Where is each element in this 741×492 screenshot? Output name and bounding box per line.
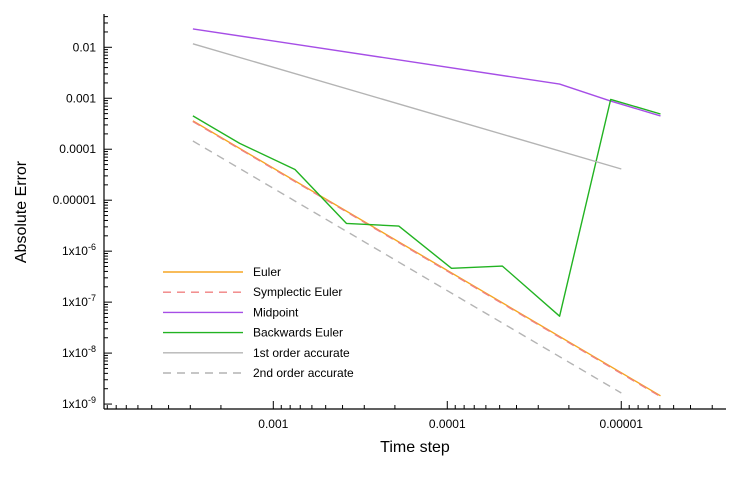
midpoint-line <box>192 28 661 117</box>
legend: Euler Symplectic Euler Midpoint Backwards E… <box>163 265 354 380</box>
x-tick-label: 0.001 <box>258 417 288 431</box>
y-tick-label: 0.0001 <box>59 142 96 156</box>
x-tick-label: 0.0001 <box>429 417 466 431</box>
legend-label-symplectic-euler: Symplectic Euler <box>253 285 342 299</box>
symplectic-euler-line <box>192 120 661 398</box>
series-layer <box>192 28 661 398</box>
axes: 0.01 0.001 0.0001 0.00001 1x10-6 1x10-7 1x10-8… <box>53 14 726 431</box>
legend-label-euler: Euler <box>253 265 281 279</box>
x-tick-label: 0.00001 <box>600 417 644 431</box>
y-tick-label: 1x10-9 <box>62 395 96 411</box>
y-tick-label: 1x10-6 <box>62 242 96 258</box>
legend-label-backwards-euler: Backwards Euler <box>253 326 343 340</box>
backwards-euler-line <box>192 98 661 317</box>
y-tick-label: 1x10-8 <box>62 344 96 360</box>
legend-label-midpoint: Midpoint <box>253 305 299 319</box>
y-tick-label: 1x10-7 <box>62 293 96 309</box>
legend-label-1st-order-accurate: 1st order accurate <box>253 346 350 360</box>
y-axis-title: Absolute Error <box>13 160 30 263</box>
x-axis-title: Time step <box>380 439 450 456</box>
y-tick-label: 0.001 <box>66 91 96 105</box>
1st-order-accurate-line <box>192 43 622 170</box>
y-tick-label: 0.00001 <box>53 193 97 207</box>
legend-label-2nd-order-accurate: 2nd order accurate <box>253 366 354 380</box>
y-tick-label: 0.01 <box>73 40 97 54</box>
